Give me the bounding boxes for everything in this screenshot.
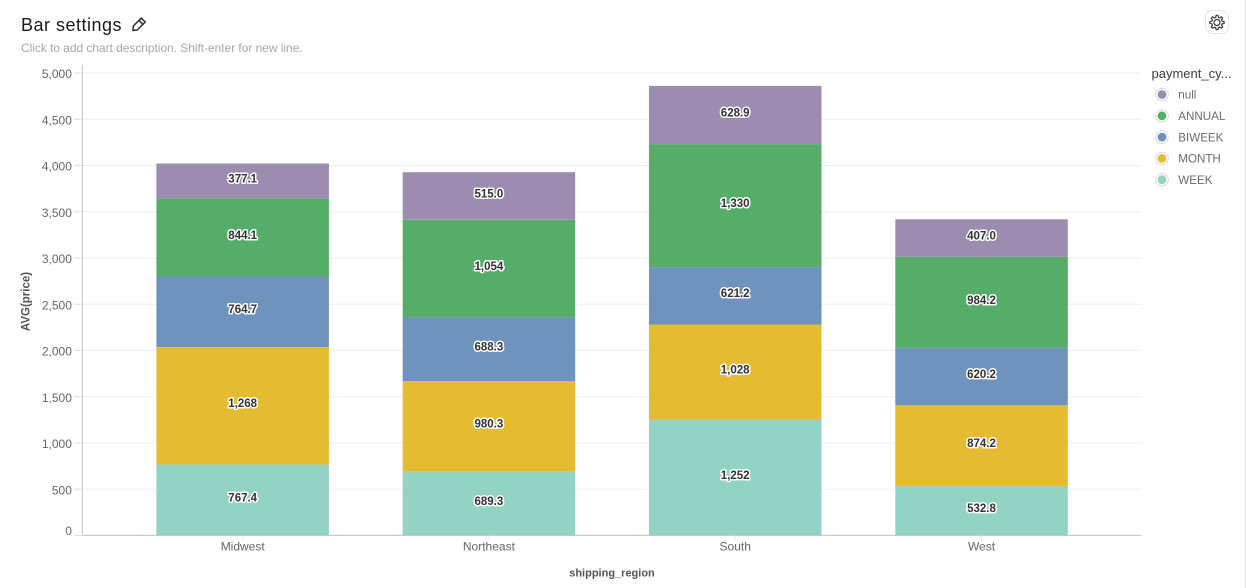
svg-text:2,000: 2,000	[42, 345, 72, 359]
svg-text:1,028: 1,028	[721, 365, 750, 377]
svg-text:0: 0	[65, 524, 72, 538]
svg-text:Midwest: Midwest	[221, 539, 266, 553]
svg-text:1,500: 1,500	[42, 391, 72, 405]
svg-text:620.2: 620.2	[967, 369, 996, 381]
svg-text:AVG(price): AVG(price)	[21, 272, 33, 331]
svg-text:980.3: 980.3	[475, 419, 504, 431]
svg-text:1,054: 1,054	[475, 261, 504, 273]
svg-text:West: West	[968, 539, 996, 553]
svg-text:984.2: 984.2	[967, 295, 996, 307]
svg-text:515.0: 515.0	[475, 189, 504, 201]
svg-text:South: South	[720, 539, 751, 553]
svg-text:764.7: 764.7	[228, 304, 257, 316]
svg-text:377.1: 377.1	[228, 173, 257, 185]
svg-text:ANNUAL: ANNUAL	[1178, 110, 1226, 123]
svg-text:4,500: 4,500	[42, 113, 72, 127]
svg-text:Northeast: Northeast	[463, 539, 516, 553]
svg-text:767.4: 767.4	[228, 492, 257, 504]
svg-text:3,000: 3,000	[42, 252, 72, 266]
svg-text:500: 500	[52, 483, 72, 497]
svg-text:844.1: 844.1	[228, 230, 257, 242]
svg-text:621.2: 621.2	[721, 288, 750, 300]
svg-text:628.9: 628.9	[721, 107, 750, 119]
svg-text:BIWEEK: BIWEEK	[1178, 131, 1223, 144]
svg-text:payment_cy...: payment_cy...	[1152, 66, 1232, 81]
svg-text:5,000: 5,000	[42, 67, 72, 81]
svg-text:2,500: 2,500	[42, 298, 72, 312]
svg-text:407.0: 407.0	[967, 231, 996, 243]
svg-text:1,330: 1,330	[721, 198, 750, 210]
svg-text:3,500: 3,500	[42, 206, 72, 220]
svg-text:null: null	[1178, 89, 1196, 102]
svg-text:689.3: 689.3	[475, 496, 504, 508]
svg-text:874.2: 874.2	[967, 438, 996, 450]
svg-text:532.8: 532.8	[967, 503, 996, 515]
svg-text:1,000: 1,000	[42, 437, 72, 451]
svg-text:WEEK: WEEK	[1178, 174, 1212, 187]
svg-text:4,000: 4,000	[42, 160, 72, 174]
svg-text:1,252: 1,252	[721, 470, 750, 482]
svg-text:688.3: 688.3	[475, 342, 504, 354]
svg-text:shipping_region: shipping_region	[569, 568, 655, 580]
svg-text:1,268: 1,268	[228, 398, 257, 410]
svg-text:MONTH: MONTH	[1178, 153, 1221, 166]
